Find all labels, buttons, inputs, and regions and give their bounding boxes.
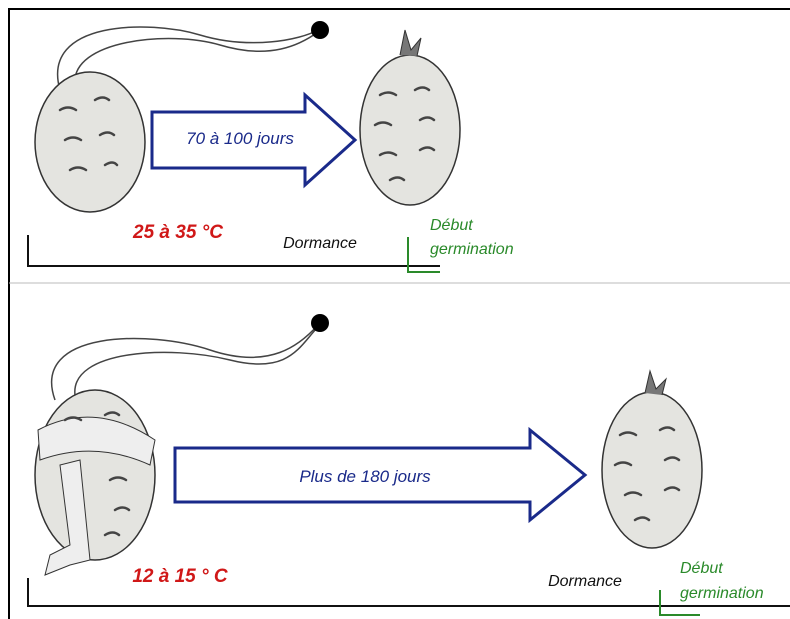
panel-top: 70 à 100 jours 25 à 35 °C Dormance Début… xyxy=(27,21,514,273)
potato-eyes xyxy=(58,96,119,172)
potato-eyes xyxy=(373,86,436,182)
potato-eyes xyxy=(63,411,131,537)
cord xyxy=(74,326,319,396)
duration: 70 à 100 jours xyxy=(186,129,294,148)
phase: Dormance xyxy=(548,573,622,590)
panel-bottom: Plus de 180 jours 12 à 15 ° C Dormance D… xyxy=(27,314,790,616)
germination-marker xyxy=(659,590,700,616)
sprout xyxy=(644,369,667,396)
cord-ball xyxy=(311,21,329,39)
phase: Dormance xyxy=(283,235,357,252)
frame xyxy=(8,8,790,619)
sprout xyxy=(399,29,422,57)
arrow xyxy=(173,426,588,524)
potato xyxy=(34,389,156,561)
cord xyxy=(56,26,319,91)
germination-marker xyxy=(407,237,440,273)
potato xyxy=(359,54,461,206)
scarf xyxy=(44,459,91,576)
potato xyxy=(34,71,146,213)
temperature: 25 à 35 °C xyxy=(132,222,223,243)
germination-label: germination xyxy=(430,241,514,258)
germination-label: Début xyxy=(680,560,723,577)
potato xyxy=(601,391,703,549)
germination-label: germination xyxy=(680,585,764,602)
cord-ball xyxy=(311,314,329,332)
timeline xyxy=(27,235,440,267)
duration: Plus de 180 jours xyxy=(299,467,431,486)
cord xyxy=(74,31,319,86)
germination-label: Début xyxy=(430,217,473,234)
cord xyxy=(51,324,319,401)
temperature: 12 à 15 ° C xyxy=(132,566,228,587)
arrow xyxy=(150,91,358,189)
timeline xyxy=(27,578,790,607)
potato-eyes xyxy=(613,426,681,522)
